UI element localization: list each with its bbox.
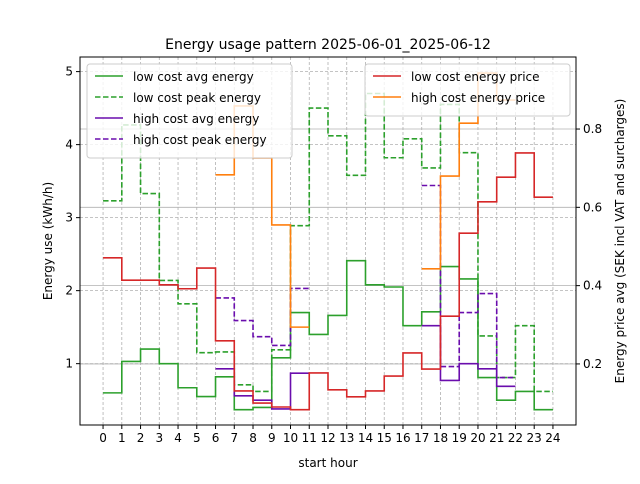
y-tick-label: 1 — [65, 357, 73, 371]
x-tick-label: 1 — [118, 431, 126, 445]
y-tick-label: 2 — [65, 284, 73, 298]
y-tick-label: 3 — [65, 211, 73, 225]
x-tick-label: 12 — [320, 431, 335, 445]
legend-label: high cost peak energy — [133, 133, 267, 147]
x-tick-label: 6 — [212, 431, 220, 445]
x-tick-label: 11 — [302, 431, 317, 445]
series-low-cost-energy-price — [103, 152, 553, 411]
x-tick-label: 8 — [249, 431, 257, 445]
legend-label: high cost avg energy — [133, 112, 259, 126]
x-tick-label: 13 — [339, 431, 354, 445]
series-high-cost-peak-energy — [215, 184, 516, 379]
x-tick-label: 23 — [527, 431, 542, 445]
legend-box — [86, 63, 293, 159]
x-tick-label: 21 — [489, 431, 504, 445]
legend-label: high cost energy price — [411, 91, 545, 105]
y-right-tick-label: 0.2 — [583, 357, 602, 371]
x-tick-label: 4 — [174, 431, 182, 445]
y-tick-label: 4 — [65, 138, 73, 152]
y-right-tick-label: 0.8 — [583, 122, 602, 136]
x-tick-label: 19 — [452, 431, 467, 445]
legend-box — [364, 63, 571, 117]
x-tick-label: 15 — [377, 431, 392, 445]
ticks: 0 1 2 3 4 5 6 7 8 9 10 11 12 13 14 15 16 17 18 19 20 21 22 23 24… — [65, 65, 602, 445]
y-axis-label-right: Energy price avg (SEK incl VAT and surch… — [613, 99, 627, 384]
legend-label: low cost peak energy — [133, 91, 261, 105]
x-tick-label: 18 — [433, 431, 448, 445]
legend-right: low cost energy price high cost energy pr… — [364, 63, 571, 117]
x-tick-label: 2 — [137, 431, 145, 445]
x-tick-label: 3 — [155, 431, 163, 445]
y-right-tick-label: 0.4 — [583, 279, 602, 293]
x-tick-label: 14 — [358, 431, 373, 445]
x-tick-label: 7 — [230, 431, 238, 445]
x-tick-label: 5 — [193, 431, 201, 445]
legend-label: low cost avg energy — [133, 70, 254, 84]
x-tick-label: 24 — [545, 431, 560, 445]
y-right-tick-label: 0.6 — [583, 200, 602, 214]
x-tick-label: 16 — [395, 431, 410, 445]
legend-label: low cost energy price — [411, 70, 540, 84]
x-tick-label: 22 — [508, 431, 523, 445]
x-tick-label: 9 — [268, 431, 276, 445]
x-tick-label: 0 — [99, 431, 107, 445]
x-axis-label: start hour — [298, 456, 357, 470]
x-tick-label: 10 — [283, 431, 298, 445]
y-axis-label: Energy use (kWh/h) — [41, 182, 55, 300]
legend-left: low cost avg energy low cost peak energy h… — [86, 63, 293, 159]
chart-title: Energy usage pattern 2025-06-01_2025-06-… — [165, 37, 491, 53]
series-low-cost-peak-energy — [103, 92, 553, 393]
x-tick-label: 20 — [470, 431, 485, 445]
y-tick-label: 5 — [65, 65, 73, 79]
x-tick-label: 17 — [414, 431, 429, 445]
